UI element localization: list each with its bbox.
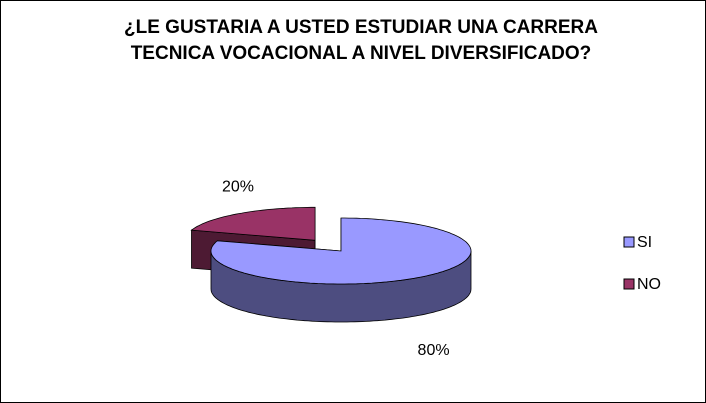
data-label: 20% xyxy=(222,178,254,195)
legend-swatch xyxy=(623,278,635,290)
legend-label: SI xyxy=(637,234,652,251)
slice xyxy=(190,206,316,241)
chart-title: ¿LE GUSTARIA A USTED ESTUDIAR UNA CARRER… xyxy=(124,17,598,64)
slice xyxy=(210,217,472,285)
legend-swatch xyxy=(623,236,635,248)
legend-label: NO xyxy=(637,276,661,293)
data-label: 80% xyxy=(418,342,450,359)
